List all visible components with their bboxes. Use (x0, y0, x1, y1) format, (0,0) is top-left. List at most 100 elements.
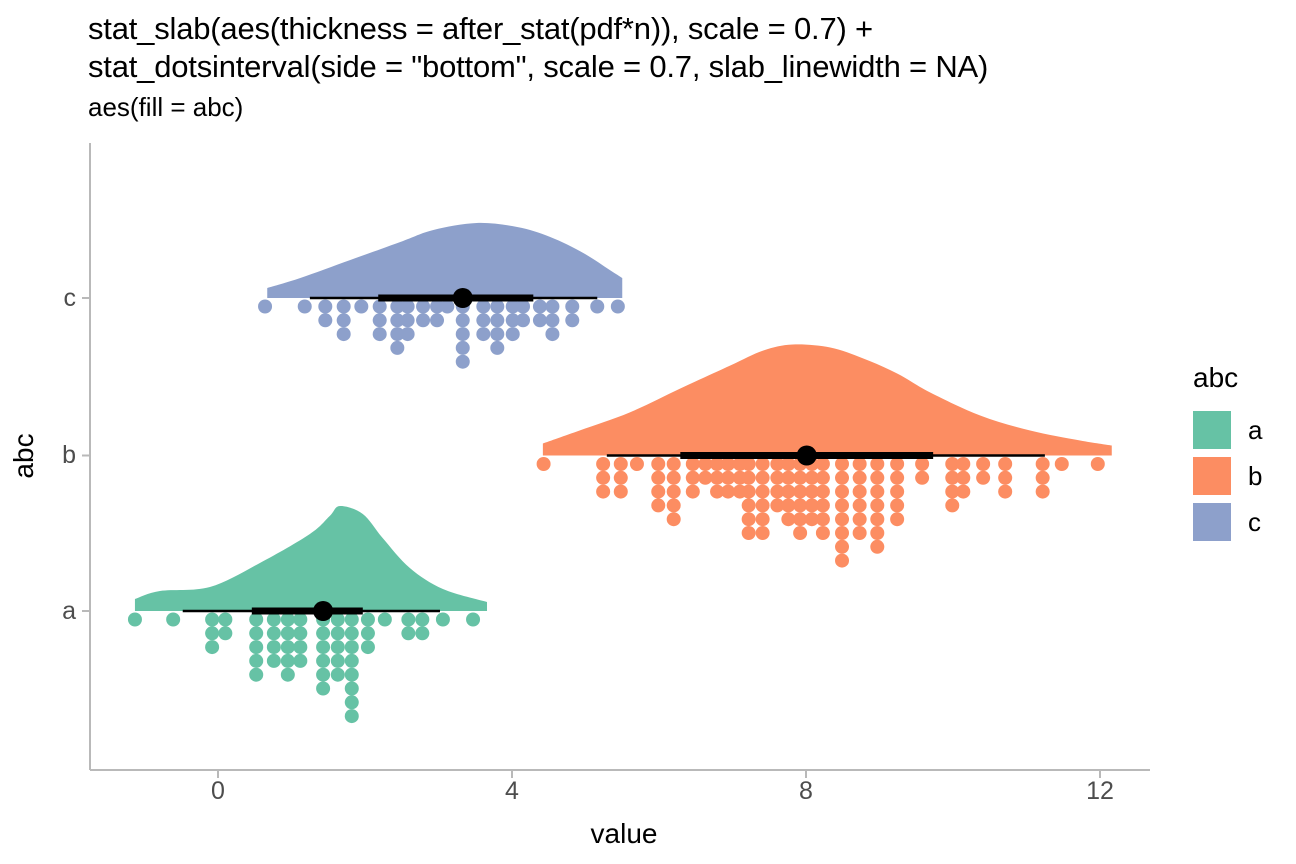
dot (266, 626, 281, 641)
dot (532, 299, 547, 314)
dot (976, 457, 991, 471)
dot (336, 327, 351, 342)
dot (360, 626, 375, 641)
dot (870, 470, 885, 485)
dot (293, 612, 308, 627)
dot (293, 626, 308, 641)
dot (666, 484, 681, 499)
dot (490, 340, 505, 355)
dot (440, 299, 455, 314)
legend-item-label: c (1248, 507, 1261, 537)
y-tick-label-a: a (62, 597, 76, 625)
dot (956, 457, 971, 471)
dot (956, 484, 971, 499)
dot (698, 470, 713, 485)
dot (415, 612, 430, 627)
dot (1090, 457, 1105, 471)
dot (741, 498, 756, 513)
dot (770, 484, 785, 499)
dot (218, 626, 233, 641)
dot (781, 484, 796, 499)
dot (516, 299, 531, 314)
dot (390, 327, 405, 342)
dot (455, 354, 470, 369)
group-c (258, 222, 625, 369)
dot (1035, 484, 1050, 499)
dot (890, 512, 905, 527)
dot (945, 457, 960, 471)
dot (651, 498, 666, 513)
dot (372, 313, 387, 328)
dot (536, 457, 551, 471)
dot (710, 457, 725, 471)
dot (476, 327, 491, 342)
dot (505, 299, 520, 314)
dot (666, 498, 681, 513)
dot (755, 498, 770, 513)
dot (316, 626, 331, 641)
dot (793, 484, 808, 499)
dot (545, 327, 560, 342)
dot (280, 667, 295, 682)
dot (249, 612, 264, 627)
plot-title-line2: stat_dotsinterval(side = "bottom", scale… (88, 49, 989, 84)
plot-subtitle: aes(fill = abc) (88, 92, 244, 122)
dot (266, 612, 281, 627)
dot (741, 484, 756, 499)
dot (793, 512, 808, 527)
dot (344, 653, 359, 668)
group-a (127, 505, 488, 724)
median-point-c (452, 288, 473, 308)
dot (651, 457, 666, 471)
dot (685, 484, 700, 499)
dot (360, 640, 375, 655)
dot (815, 498, 830, 513)
dot (344, 681, 359, 696)
dot (666, 512, 681, 527)
dot (666, 470, 681, 485)
dot (629, 457, 644, 471)
dot (596, 484, 611, 499)
dot (401, 612, 416, 627)
dot (344, 667, 359, 682)
dot (852, 470, 867, 485)
dot (430, 299, 445, 314)
dots-b (536, 457, 1105, 568)
slab-b (542, 344, 1112, 456)
dot (835, 470, 850, 485)
dot (1035, 470, 1050, 485)
legend-swatch (1193, 503, 1231, 541)
dot (545, 299, 560, 314)
dot (318, 313, 333, 328)
dot (721, 470, 736, 485)
dot (870, 498, 885, 513)
dot (330, 626, 345, 641)
dot (280, 640, 295, 655)
dot (416, 313, 431, 328)
dot (793, 526, 808, 540)
dot (316, 640, 331, 655)
x-tick-label-8: 8 (799, 777, 813, 805)
dot (266, 640, 281, 655)
dot (390, 340, 405, 355)
dot (852, 498, 867, 513)
dot (400, 313, 415, 328)
dot (372, 327, 387, 342)
group-b (536, 344, 1112, 568)
dot (998, 470, 1013, 485)
dot (266, 653, 281, 668)
dot (316, 653, 331, 668)
dot (205, 640, 220, 655)
dot (218, 612, 233, 627)
dot (770, 470, 785, 485)
dot (835, 553, 850, 568)
dot (770, 498, 785, 513)
dot (166, 612, 181, 627)
dot (804, 484, 819, 499)
dot (205, 626, 220, 641)
dot (316, 681, 331, 696)
legend-item-c: c (1193, 503, 1262, 541)
dot (804, 498, 819, 513)
dot (466, 612, 481, 627)
dot (545, 313, 560, 328)
